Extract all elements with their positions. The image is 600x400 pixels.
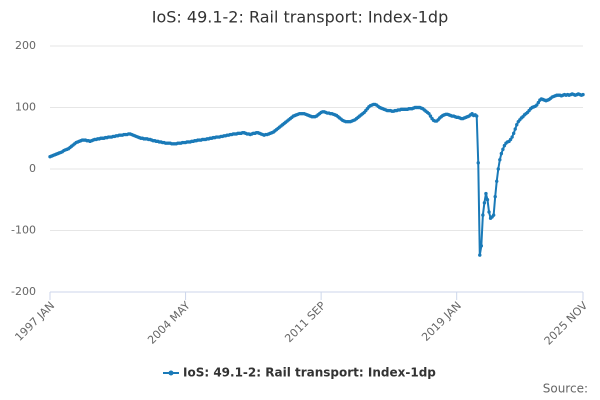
data-point	[478, 253, 482, 257]
data-point	[515, 123, 519, 127]
data-point	[581, 92, 585, 97]
data-point	[476, 161, 480, 165]
data-point	[499, 151, 504, 156]
chart-title: IoS: 49.1-2: Rail transport: Index-1dp	[152, 8, 448, 27]
legend-marker	[168, 370, 174, 376]
data-point	[493, 194, 497, 199]
data-point	[502, 143, 507, 148]
y-tick-label: 0	[29, 162, 36, 175]
data-point	[491, 213, 496, 217]
x-tick-label: 2025 NOV	[542, 299, 591, 348]
data-point	[427, 111, 431, 116]
data-point	[475, 114, 479, 118]
data-point	[487, 210, 491, 214]
data-point	[498, 158, 502, 162]
source-label: Source:	[543, 382, 588, 396]
y-tick-label: 100	[15, 101, 36, 114]
data-point	[508, 137, 513, 142]
data-point	[536, 100, 541, 105]
data-point	[501, 147, 505, 152]
data-point	[510, 135, 514, 139]
data-point	[481, 213, 485, 217]
data-point	[482, 201, 487, 205]
data-point	[484, 191, 488, 196]
data-point	[495, 179, 499, 183]
y-tick-label: 200	[15, 39, 36, 52]
x-tick-label: 2011 SEP	[282, 299, 328, 345]
x-tick-label: 2019 JAN	[419, 299, 464, 344]
data-point	[485, 198, 490, 202]
y-tick-label: -200	[11, 285, 36, 298]
data-point	[535, 103, 539, 107]
data-point	[511, 131, 516, 136]
y-tick-label: -100	[11, 224, 36, 237]
data-point	[496, 167, 500, 171]
data-point	[428, 114, 433, 118]
data-point	[513, 127, 517, 131]
x-tick-label: 2004 MAY	[145, 299, 193, 347]
legend-label: IoS: 49.1-2: Rail transport: Index-1dp	[183, 366, 436, 380]
x-tick-label: 1997 JAN	[12, 299, 57, 344]
data-point	[479, 244, 484, 248]
